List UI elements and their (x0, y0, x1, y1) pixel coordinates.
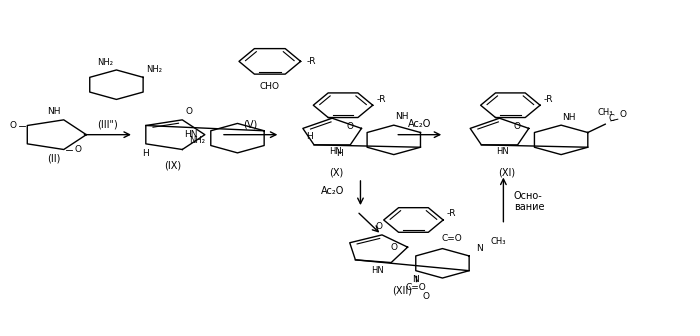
Text: (IX): (IX) (164, 161, 181, 171)
Text: -R: -R (447, 209, 456, 218)
Text: C=O: C=O (442, 234, 462, 243)
Text: HN: HN (184, 130, 198, 139)
Text: (XII): (XII) (392, 286, 412, 296)
Text: O: O (391, 243, 398, 252)
Text: Ac₂O: Ac₂O (321, 186, 344, 196)
Text: CH₃: CH₃ (490, 237, 505, 246)
Text: N: N (476, 244, 483, 253)
Text: HN: HN (372, 266, 384, 275)
Text: CH₃: CH₃ (598, 108, 613, 117)
Text: N: N (412, 275, 419, 284)
Text: H: H (336, 149, 343, 158)
Text: O: O (346, 122, 353, 131)
Text: H: H (307, 132, 313, 141)
Text: NH₂: NH₂ (146, 65, 162, 74)
Text: HN: HN (496, 146, 509, 156)
Text: C=O: C=O (405, 283, 426, 292)
Text: C: C (609, 114, 615, 123)
Text: -R: -R (376, 94, 386, 103)
Text: (II): (II) (47, 154, 60, 164)
Text: O: O (513, 122, 520, 131)
Text: NH: NH (47, 107, 60, 116)
Text: (X): (X) (329, 168, 343, 178)
Text: (V): (V) (244, 120, 258, 130)
Text: -R: -R (544, 94, 553, 103)
Text: Ac₂O: Ac₂O (408, 119, 431, 129)
Text: (III"): (III") (97, 120, 118, 130)
Text: H: H (142, 149, 149, 158)
Text: O: O (10, 121, 17, 130)
Text: NH₂: NH₂ (97, 58, 113, 67)
Text: NH: NH (563, 113, 576, 122)
Text: NH: NH (395, 112, 409, 121)
Text: NH₂: NH₂ (189, 135, 205, 144)
Text: HN: HN (329, 146, 342, 156)
Text: CHO: CHO (260, 82, 280, 91)
Text: O: O (186, 107, 192, 116)
Text: O: O (620, 110, 626, 119)
Text: O: O (375, 222, 382, 231)
Text: Осно-
вание: Осно- вание (514, 191, 545, 212)
Text: O: O (74, 145, 81, 154)
Text: -R: -R (306, 57, 316, 66)
Text: (XI): (XI) (498, 168, 515, 178)
Text: O: O (423, 292, 430, 301)
